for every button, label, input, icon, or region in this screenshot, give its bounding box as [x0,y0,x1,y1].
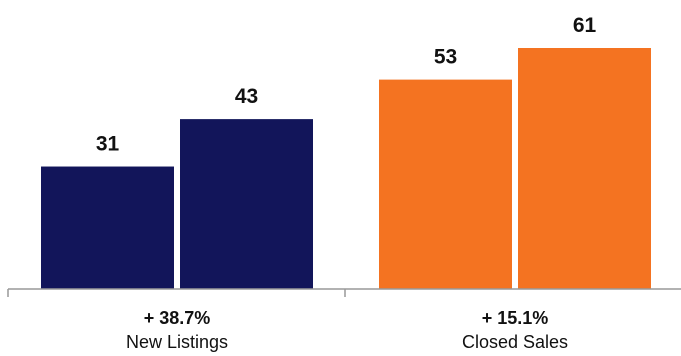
change-label-2: + 15.1% [482,308,549,328]
change-label-1: + 38.7% [144,308,211,328]
bar-1-2 [180,119,313,290]
value-label-2-2: 61 [573,14,597,37]
bar-2-2 [518,48,651,289]
value-label-1-2: 43 [235,85,258,108]
bar-2-1 [379,79,512,289]
category-labels-group: + 38.7% New Listings + 15.1% Closed Sales [126,308,568,352]
value-label-1-1: 31 [96,133,120,156]
category-label-2: Closed Sales [462,332,568,352]
value-labels-group: 31 43 53 61 [96,14,597,156]
bar-1-1 [41,166,174,289]
category-label-1: New Listings [126,332,228,352]
value-label-2-1: 53 [434,46,457,69]
bars-group [41,48,651,290]
